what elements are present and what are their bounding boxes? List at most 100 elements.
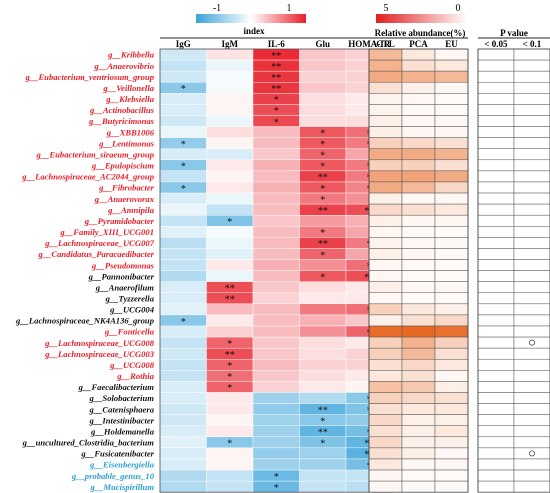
significance-mark: ** xyxy=(318,239,328,250)
abund-cell xyxy=(434,237,469,249)
corr-column-label: IL-6 xyxy=(268,39,286,49)
corr-cell xyxy=(159,148,207,161)
row-label: g__probable_genus_10 xyxy=(71,471,155,481)
row-label: g__Tyzzerella xyxy=(105,294,155,304)
abund-cell xyxy=(434,70,469,83)
abund-cell xyxy=(368,59,403,72)
corr-cell xyxy=(252,259,300,271)
corr-cell xyxy=(159,414,207,426)
pvalue-column-label: < 0.1 xyxy=(523,39,542,49)
abund-cell xyxy=(368,469,403,482)
significance-mark: ** xyxy=(318,405,328,416)
corr-cell xyxy=(252,170,300,183)
abund-cell xyxy=(434,181,469,194)
significance-mark: * xyxy=(320,250,325,261)
corr-cell xyxy=(252,359,300,371)
significance-mark: * xyxy=(181,84,186,95)
row-label: g__Anaerovorax xyxy=(94,194,155,204)
corr-cell xyxy=(299,314,347,327)
corr-cell xyxy=(159,425,207,438)
abund-legend-bar xyxy=(376,14,468,23)
corr-cell xyxy=(159,436,207,449)
corr-cell xyxy=(159,281,207,293)
corr-legend-min: -1 xyxy=(213,3,221,14)
abund-cell xyxy=(434,170,469,183)
row-label: g__Anaerovibrio xyxy=(93,61,154,71)
corr-cell xyxy=(252,347,300,360)
abund-cell xyxy=(401,226,436,238)
row-label: g__Epulopiscium xyxy=(91,161,154,171)
corr-cell xyxy=(252,226,300,238)
abund-cell xyxy=(434,436,469,449)
corr-cell xyxy=(159,392,207,404)
pvalue-cell xyxy=(513,226,550,238)
corr-cell xyxy=(252,447,300,460)
row-label: g__Intestinibacter xyxy=(89,415,155,425)
corr-cell xyxy=(206,425,254,438)
row-label: g__Eisenbergiella xyxy=(89,460,155,470)
significance-mark: ** xyxy=(225,295,235,306)
corr-cell xyxy=(299,48,347,61)
pvalue-cell xyxy=(513,425,550,438)
abund-column-label: EU xyxy=(445,39,458,49)
pvalue-cell xyxy=(513,248,550,260)
corr-cell xyxy=(206,82,254,94)
row-labels: g__Kribbellag__Anaerovibriog__Eubacteriu… xyxy=(15,50,155,492)
pvalue-cell xyxy=(477,336,515,349)
abund-column-headers: CTL PCA EU xyxy=(369,37,468,49)
corr-cell xyxy=(299,336,347,349)
abund-cell xyxy=(368,447,403,460)
abund-cell xyxy=(401,214,436,227)
abund-cell xyxy=(368,325,403,338)
abund-cell xyxy=(434,48,469,61)
corr-cell xyxy=(206,270,254,282)
corr-cell xyxy=(252,303,300,316)
significance-mark: * xyxy=(320,416,325,427)
abund-cell xyxy=(368,414,403,426)
pvalue-cell xyxy=(477,126,515,138)
significance-mark: ** xyxy=(271,73,281,84)
row-label: g__Fonticella xyxy=(104,327,155,337)
corr-cell xyxy=(206,203,254,216)
row-label: g__Pyramidobacter xyxy=(84,216,155,226)
corr-cell xyxy=(159,115,207,127)
pvalue-cell xyxy=(513,358,550,371)
significance-mark: * xyxy=(181,162,186,173)
pvalue-cell xyxy=(477,469,515,482)
significance-mark: ** xyxy=(225,284,235,295)
pvalue-cell xyxy=(513,281,550,294)
abund-cell xyxy=(401,358,436,371)
corr-cell xyxy=(159,104,207,116)
abund-cell xyxy=(368,381,403,393)
pvalue-cell xyxy=(513,259,550,271)
abund-cell xyxy=(401,59,436,72)
corr-cell xyxy=(299,82,347,94)
significance-mark: * xyxy=(320,195,325,206)
row-label: g__Eubacterium_ventriosum_group xyxy=(25,72,155,82)
corr-cell xyxy=(159,203,207,216)
corr-cell xyxy=(252,237,300,249)
abund-cell xyxy=(401,392,436,404)
abund-cell xyxy=(368,292,403,305)
row-label: g__Candidatus_Paracaedibacter xyxy=(37,249,154,259)
abund-cell xyxy=(401,203,436,216)
row-label: g__Actinobacillus xyxy=(89,105,155,115)
corr-column-label: IgG xyxy=(176,39,191,49)
pvalue-marker xyxy=(529,339,535,346)
significance-mark: * xyxy=(227,361,232,372)
abund-cell xyxy=(434,59,469,72)
significance-mark: * xyxy=(320,272,325,283)
pvalue-cell xyxy=(513,170,550,183)
abund-cell xyxy=(434,104,469,116)
pvalue-cell xyxy=(513,458,550,471)
corr-cell xyxy=(299,214,347,227)
corr-cell xyxy=(159,70,207,83)
pvalue-cell xyxy=(513,303,550,316)
corr-cell xyxy=(299,480,347,493)
abund-cell xyxy=(401,270,436,282)
pvalue-cell xyxy=(477,170,515,183)
pvalue-cell xyxy=(513,104,550,116)
pvalue-cell xyxy=(513,214,550,227)
corr-cell xyxy=(206,137,254,149)
